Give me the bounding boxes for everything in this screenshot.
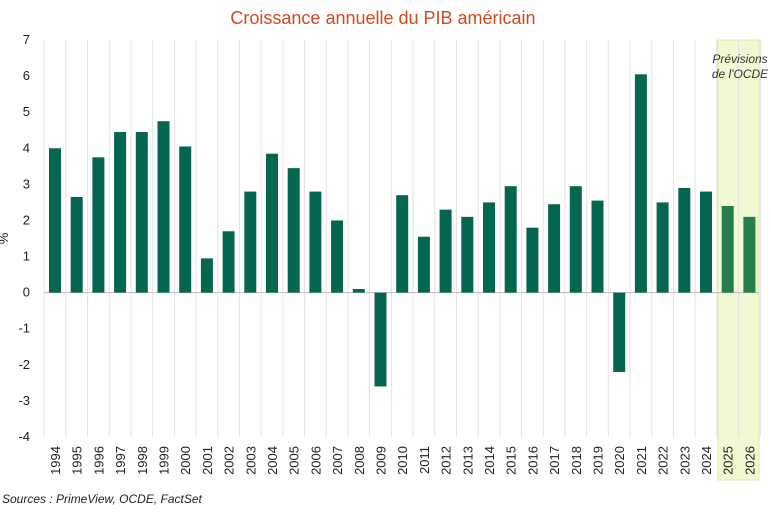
bar-2003 (244, 191, 257, 293)
x-tick-label: 1994 (48, 446, 63, 475)
x-tick-label: 2001 (200, 446, 215, 475)
x-tick-label: 2019 (591, 446, 606, 475)
x-tick-label: 2015 (504, 446, 519, 475)
x-tick-label: 2009 (374, 446, 389, 475)
bar-2013 (461, 216, 474, 293)
bar-2006 (309, 191, 322, 293)
y-tick-label: 5 (23, 104, 30, 119)
x-tick-label: 2016 (525, 446, 540, 475)
bar-1994 (49, 148, 61, 293)
y-tick-label: -4 (18, 429, 30, 444)
bar-2004 (266, 153, 278, 293)
x-tick-label: 2026 (742, 446, 757, 475)
y-tick-label: 4 (23, 140, 30, 155)
x-tick-label: 2005 (287, 446, 302, 475)
bar-2026 (743, 216, 756, 293)
bar-2023 (678, 187, 691, 293)
x-tick-label: 2010 (395, 446, 410, 475)
chart-title: Croissance annuelle du PIB américain (230, 8, 535, 28)
bar-2020 (613, 292, 626, 373)
bar-2016 (526, 227, 539, 293)
x-tick-label: 2004 (265, 446, 280, 475)
forecast-annotation-line: Prévisions (712, 52, 767, 66)
bar-2014 (483, 202, 495, 293)
x-tick-label: 2013 (460, 446, 475, 475)
x-tick-label: 2000 (178, 446, 193, 475)
bar-1996 (92, 157, 105, 293)
forecast-annotation-line: de l'OCDE (712, 67, 769, 81)
y-tick-label: -2 (18, 357, 30, 372)
bar-2007 (331, 220, 344, 293)
y-axis-label: % (0, 232, 11, 244)
x-tick-label: 2007 (330, 446, 345, 475)
x-tick-label: 2023 (677, 446, 692, 475)
bar-2025 (721, 206, 734, 293)
y-tick-label: 1 (23, 249, 30, 264)
x-tick-label: 2021 (634, 446, 649, 475)
x-tick-label: 1995 (70, 446, 85, 475)
x-tick-label: 2003 (243, 446, 258, 475)
y-tick-label: 2 (23, 212, 30, 227)
bar-2005 (287, 168, 300, 293)
x-tick-label: 2014 (482, 446, 497, 475)
y-tick-label: 7 (23, 32, 30, 47)
bar-2024 (700, 191, 712, 293)
bar-2011 (417, 236, 430, 293)
bar-2019 (591, 200, 604, 293)
x-tick-label: 2025 (721, 446, 736, 475)
bar-2002 (222, 231, 235, 293)
bar-1999 (157, 121, 170, 293)
y-tick-label: 6 (23, 68, 30, 83)
y-tick-label: -3 (18, 393, 30, 408)
y-tick-label: 0 (23, 285, 30, 300)
x-tick-label: 2024 (699, 446, 714, 475)
bar-2018 (569, 186, 582, 293)
x-tick-label: 1997 (113, 446, 128, 475)
x-tick-label: 2012 (439, 446, 454, 475)
x-tick-label: 2011 (417, 446, 432, 474)
bar-2021 (634, 74, 647, 293)
bar-2017 (548, 204, 561, 293)
x-tick-label: 2020 (612, 446, 627, 475)
bar-2008 (352, 289, 365, 293)
bar-2022 (656, 202, 669, 293)
bar-2001 (200, 258, 213, 293)
bar-2012 (439, 209, 452, 293)
bar-2010 (396, 195, 409, 293)
x-tick-label: 2018 (569, 446, 584, 475)
x-tick-label: 2008 (352, 446, 367, 475)
x-tick-label: 1998 (135, 446, 150, 475)
bar-1998 (135, 132, 148, 293)
bar-2000 (179, 146, 192, 293)
x-tick-label: 2006 (308, 446, 323, 475)
y-tick-label: 3 (23, 176, 30, 191)
bar-1995 (70, 196, 83, 293)
x-tick-label: 2022 (656, 446, 671, 475)
bar-1997 (114, 132, 127, 293)
bar-2015 (504, 186, 517, 293)
x-tick-label: 1999 (157, 446, 172, 475)
source-note: Sources : PrimeView, OCDE, FactSet (2, 492, 203, 506)
y-tick-label: -1 (18, 321, 30, 336)
bar-2009 (374, 292, 387, 387)
x-tick-label: 2017 (547, 446, 562, 475)
x-tick-label: 1996 (91, 446, 106, 475)
x-tick-label: 2002 (222, 446, 237, 475)
